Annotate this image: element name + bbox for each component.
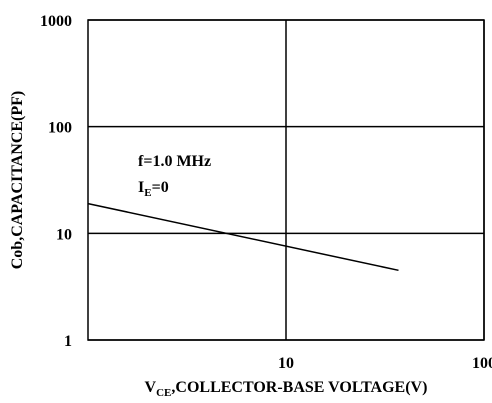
y-tick-label: 100 [48,120,72,137]
annotation: IE=0 [138,179,169,199]
x-axis-label-part: CE [156,387,171,399]
x-axis-label: VCE,COLLECTOR-BASE VOLTAGE(V) [145,379,428,399]
annotation: f=1.0 MHz [138,153,211,170]
annotation-part: I [138,179,144,196]
y-axis-label: Cob,CAPACITANCE(PF) [9,91,26,270]
y-tick-label: 1 [64,333,72,350]
x-tick-label: 100 [472,355,492,372]
y-tick-label: 10 [56,226,72,243]
annotation-part: E [144,187,151,199]
annotation-part: f=1.0 MHz [138,153,211,170]
data-line [87,202,399,272]
x-axis-label-part: ,COLLECTOR-BASE VOLTAGE(V) [171,379,427,396]
x-axis-label-part: V [145,379,157,396]
annotation-part: =0 [152,179,169,196]
y-tick-label: 1000 [40,13,72,30]
x-tick-label: 10 [278,355,294,372]
